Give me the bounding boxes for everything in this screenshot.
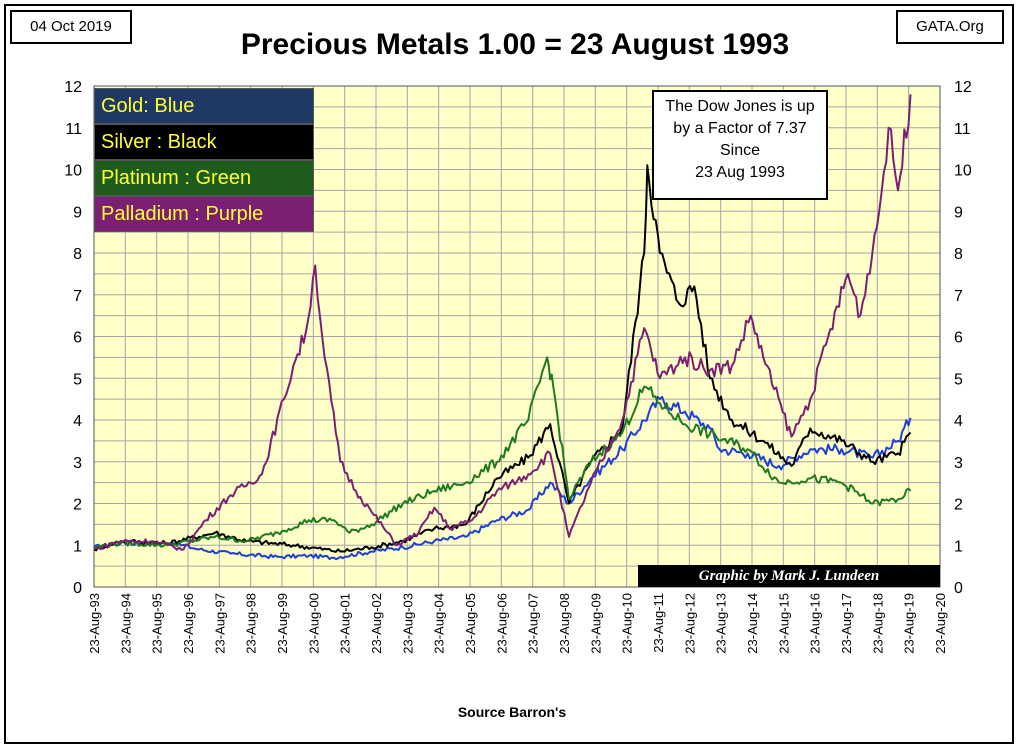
x-tick-label: 23-Aug-95 — [150, 593, 165, 654]
legend-platinum: Platinum : Green — [94, 160, 314, 196]
y-tick-label-left: 8 — [73, 246, 82, 263]
x-tick-label: 23-Aug-11 — [651, 593, 666, 653]
x-tick-label: 23-Aug-03 — [400, 593, 415, 654]
y-tick-label-right: 8 — [954, 246, 963, 263]
y-tick-label-left: 5 — [73, 371, 82, 388]
y-tick-label-right: 5 — [954, 371, 963, 388]
y-tick-label-left: 11 — [65, 121, 82, 138]
y-tick-label-right: 0 — [954, 580, 963, 597]
note-line-4: 23 Aug 1993 — [695, 164, 785, 181]
legend-gold: Gold: Blue — [94, 88, 314, 124]
y-tick-label-right: 2 — [954, 497, 963, 514]
y-tick-label-left: 6 — [73, 330, 82, 347]
x-tick-label: 23-Aug-13 — [714, 593, 729, 654]
x-tick-label: 23-Aug-93 — [87, 593, 102, 654]
x-tick-label: 23-Aug-04 — [432, 593, 447, 654]
y-tick-label-right: 6 — [954, 330, 963, 347]
x-tick-label: 23-Aug-96 — [181, 593, 196, 654]
x-tick-label: 23-Aug-94 — [118, 593, 133, 654]
x-tick-label: 23-Aug-17 — [839, 593, 854, 654]
note-line-2: by a Factor of 7.37 — [673, 120, 807, 137]
chart-title: Precious Metals 1.00 = 23 August 1993 — [240, 28, 790, 61]
y-tick-label-right: 1 — [954, 538, 963, 555]
y-tick-label-left: 12 — [64, 79, 82, 96]
y-tick-label-right: 10 — [954, 163, 972, 180]
x-tick-label: 23-Aug-06 — [494, 593, 509, 654]
x-tick-label: 23-Aug-19 — [902, 593, 917, 654]
x-tick-label: 23-Aug-98 — [244, 593, 259, 654]
date-label: 04 Oct 2019 — [10, 10, 132, 44]
y-tick-label-left: 0 — [73, 580, 82, 597]
y-tick-label-right: 11 — [954, 121, 971, 138]
x-tick-label: 23-Aug-97 — [212, 593, 227, 654]
y-tick-label-left: 3 — [73, 455, 82, 472]
y-tick-label-left: 1 — [73, 538, 82, 555]
y-tick-label-right: 7 — [954, 288, 963, 305]
note-line-1: The Dow Jones is up — [665, 98, 815, 115]
x-tick-label: 23-Aug-00 — [306, 593, 321, 654]
x-axis-title: Source Barron's — [457, 704, 567, 720]
y-tick-label-left: 9 — [73, 204, 82, 221]
x-tick-label: 23-Aug-20 — [933, 593, 948, 654]
x-tick-label: 23-Aug-02 — [369, 593, 384, 654]
x-tick-label: 23-Aug-16 — [808, 593, 823, 654]
dow-note: The Dow Jones is up by a Factor of 7.37 … — [652, 90, 828, 200]
y-tick-label-right: 3 — [954, 455, 963, 472]
y-tick-label-left: 7 — [73, 288, 82, 305]
y-tick-label-right: 12 — [954, 79, 972, 96]
series-line-gold — [93, 395, 912, 561]
x-tick-label: 23-Aug-09 — [588, 593, 603, 654]
x-tick-label: 23-Aug-08 — [557, 593, 572, 654]
x-tick-label: 23-Aug-07 — [526, 593, 541, 654]
y-tick-label-left: 4 — [73, 413, 82, 430]
series-line-palladium — [93, 94, 912, 551]
x-tick-label: 23-Aug-99 — [275, 593, 290, 654]
x-tick-label: 23-Aug-12 — [682, 593, 697, 654]
y-tick-label-right: 9 — [954, 204, 963, 221]
x-tick-label: 23-Aug-10 — [620, 593, 635, 654]
y-tick-label-left: 2 — [73, 497, 82, 514]
x-tick-label: 23-Aug-14 — [745, 593, 760, 654]
y-tick-label-right: 4 — [954, 413, 963, 430]
y-tick-label-left: 10 — [64, 163, 82, 180]
legend: Gold: Blue Silver : Black Platinum : Gre… — [94, 88, 314, 232]
x-tick-label: 23-Aug-01 — [338, 593, 353, 654]
source-label: GATA.Org — [896, 10, 1004, 44]
author-credit: Graphic by Mark J. Lundeen — [638, 565, 940, 587]
legend-palladium: Palladium : Purple — [94, 196, 314, 232]
series-line-platinum — [93, 356, 912, 549]
plot-border — [93, 85, 941, 588]
x-tick-label: 23-Aug-18 — [870, 593, 885, 654]
x-tick-label: 23-Aug-15 — [776, 593, 791, 654]
note-line-3: Since — [719, 142, 761, 159]
x-tick-label: 23-Aug-05 — [463, 593, 478, 654]
legend-silver: Silver : Black — [94, 124, 314, 160]
